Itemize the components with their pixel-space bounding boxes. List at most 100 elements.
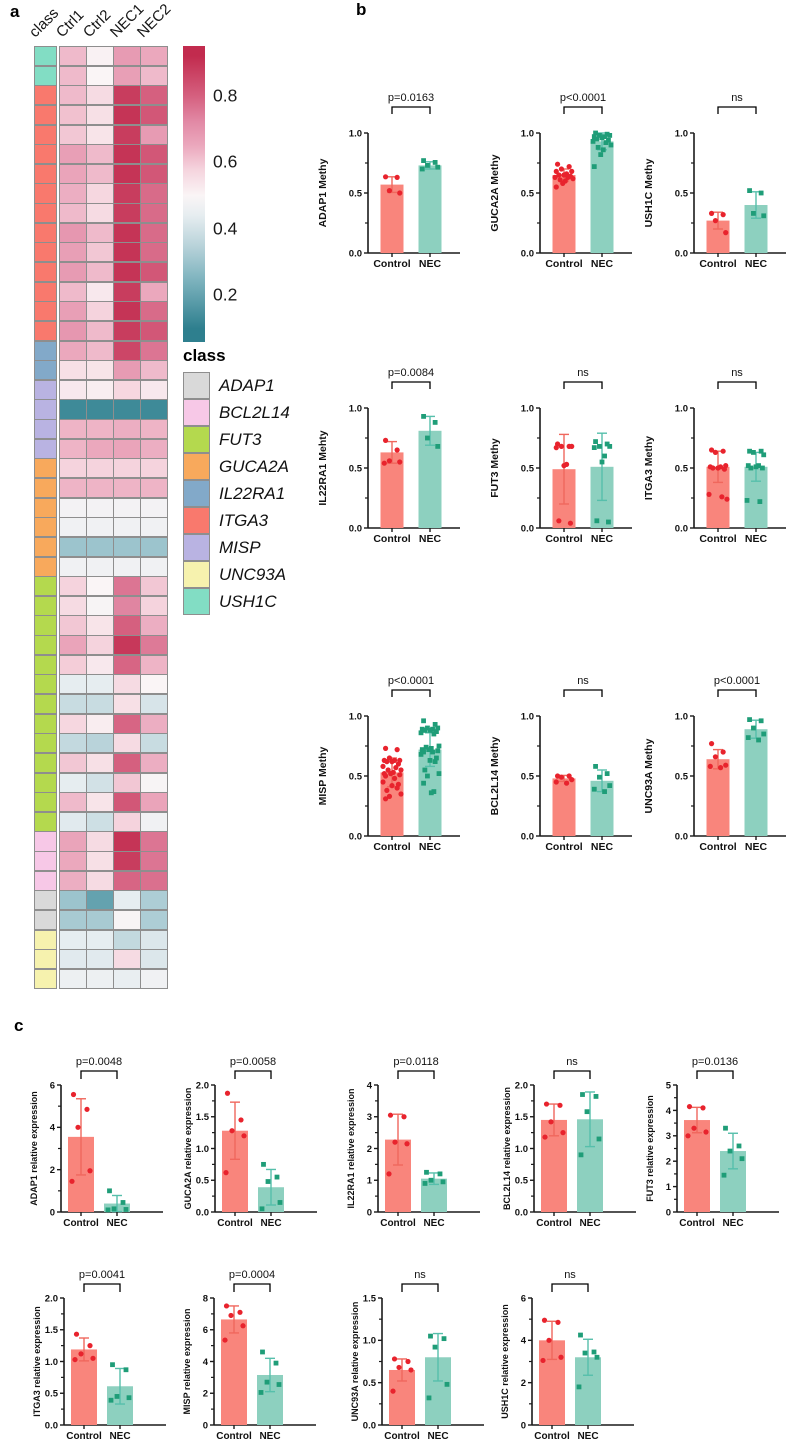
control-point <box>710 465 716 471</box>
legend-swatch <box>183 588 210 615</box>
heatmap-cell <box>114 380 140 399</box>
y-axis-label: BCL2L14 relative expression <box>502 1087 512 1210</box>
svg-text:0.5: 0.5 <box>45 1389 59 1400</box>
heatmap-cell <box>87 380 113 399</box>
class-cell-MISP <box>35 439 56 458</box>
nec-point <box>607 444 613 449</box>
class-cell-GUCA2A <box>35 479 56 498</box>
heatmap-cell <box>87 341 113 360</box>
nec-bar <box>744 729 768 836</box>
legend-swatch <box>183 453 210 480</box>
control-point <box>87 1343 93 1349</box>
heatmap-cell <box>60 537 86 556</box>
chart-fut3-methy: 0.0 0.5 1.0 FUT3 Methy Control NEC ns <box>489 367 632 545</box>
heatmap-cell <box>87 852 113 871</box>
control-point <box>556 172 562 178</box>
class-cell-IL22RA1 <box>35 361 56 380</box>
svg-text:4: 4 <box>50 1123 56 1134</box>
svg-text:0: 0 <box>666 1207 671 1218</box>
svg-text:3: 3 <box>666 1131 671 1142</box>
class-cell-ITGA3 <box>35 223 56 242</box>
heatmap-cell <box>141 164 167 183</box>
svg-text:0.0: 0.0 <box>45 1420 58 1431</box>
x-category-label: Control <box>679 1218 715 1229</box>
heatmap-cell <box>60 400 86 419</box>
heatmap-cell <box>87 479 113 498</box>
svg-text:0.5: 0.5 <box>521 463 535 474</box>
nec-point <box>273 1360 279 1366</box>
control-point <box>569 777 575 783</box>
svg-text:0: 0 <box>50 1207 55 1218</box>
class-cell-BCL2L14 <box>35 852 56 871</box>
heatmap-cell <box>87 596 113 615</box>
heatmap-cell <box>60 439 86 458</box>
y-axis-label: USH1C relative expression <box>500 1304 510 1419</box>
heatmap-cell <box>141 753 167 772</box>
panel-a-label: a <box>10 2 20 21</box>
control-point <box>558 443 565 449</box>
x-category-label: NEC <box>579 1218 600 1229</box>
svg-text:1.0: 1.0 <box>349 128 362 139</box>
svg-text:2.0: 2.0 <box>196 1080 209 1091</box>
heatmap-cell <box>87 459 113 478</box>
heatmap-cell <box>60 341 86 360</box>
svg-text:0.5: 0.5 <box>349 188 363 199</box>
sig-bracket <box>563 106 603 114</box>
heatmap-cell <box>141 479 167 498</box>
control-point <box>408 1367 414 1373</box>
chart-cell-b: 0.0 0.5 1.0 USH1C Methy Control NEC ns <box>626 85 789 290</box>
chart-cell-c: 0.0 0.5 1.0 1.5 UNC93A relative expression Co… <box>348 1250 495 1454</box>
heatmap-cell <box>141 184 167 203</box>
nec-point <box>440 1179 446 1185</box>
svg-text:5: 5 <box>666 1080 672 1091</box>
class-cell-FUT3 <box>35 577 56 596</box>
nec-point <box>432 420 438 425</box>
nec-point <box>739 1156 745 1162</box>
heatmap-cell <box>141 714 167 733</box>
svg-text:1.5: 1.5 <box>363 1293 377 1304</box>
nec-point <box>425 773 430 779</box>
heatmap-cell <box>141 793 167 812</box>
x-category-label: Control <box>66 1431 102 1442</box>
svg-text:2: 2 <box>521 1378 526 1389</box>
nec-point <box>436 771 442 776</box>
heatmap-cell <box>87 636 113 655</box>
nec-point <box>597 774 602 780</box>
control-point <box>396 1364 402 1371</box>
heatmap-cell <box>141 852 167 871</box>
chart-cell-c: 0.0 0.5 1.0 1.5 2.0 GUCA2A relative expressio… <box>181 1037 328 1247</box>
class-cell-UNC93A <box>35 950 56 969</box>
control-point <box>392 1139 398 1145</box>
control-point <box>241 1133 247 1139</box>
class-cell-ITGA3 <box>35 145 56 164</box>
heatmap-cell <box>114 773 140 792</box>
nec-point <box>606 137 611 143</box>
svg-text:0.0: 0.0 <box>521 248 534 259</box>
heatmap-cell <box>141 498 167 517</box>
heatmap-cell <box>60 263 86 282</box>
class-cell-ITGA3 <box>35 184 56 203</box>
x-category-label: Control <box>380 1218 416 1229</box>
nec-point <box>761 731 767 737</box>
class-cell-GUCA2A <box>35 557 56 576</box>
class-cell-FUT3 <box>35 714 56 733</box>
heatmap-cell <box>60 420 86 439</box>
heatmap-cell <box>141 596 167 615</box>
svg-text:1: 1 <box>666 1182 672 1193</box>
control-bar <box>706 759 730 836</box>
chart-fut3-relative-expression: 0 1 2 3 4 5 FUT3 relative expression Control NEC… <box>645 1056 779 1229</box>
control-point <box>561 172 567 178</box>
nec-point <box>421 414 426 419</box>
nec-point <box>590 139 596 144</box>
heatmap-cell <box>60 184 86 203</box>
class-cell-FUT3 <box>35 812 56 831</box>
nec-point <box>105 1207 111 1213</box>
nec-point <box>431 731 437 737</box>
heatmap-cell <box>114 243 140 262</box>
nec-point <box>421 780 426 786</box>
svg-text:0.5: 0.5 <box>349 463 363 474</box>
nec-point <box>591 134 597 139</box>
x-category-label: Control <box>699 533 736 545</box>
